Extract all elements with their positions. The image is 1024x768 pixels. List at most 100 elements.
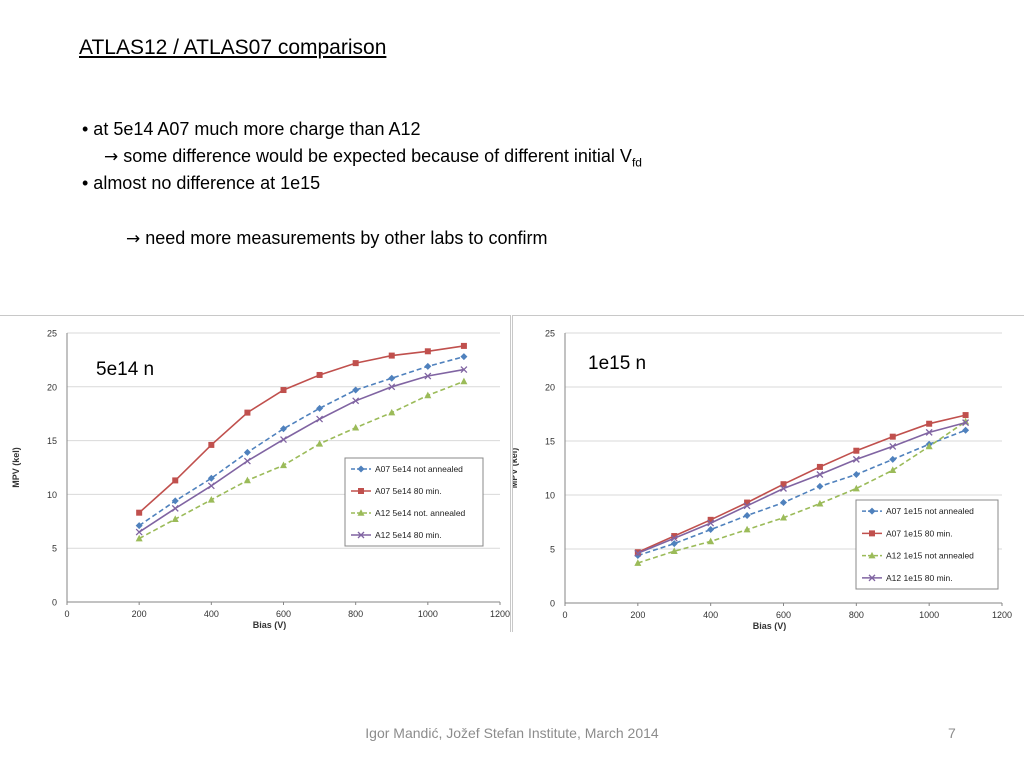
series-3 — [634, 417, 970, 566]
y-tick-label: 0 — [52, 598, 57, 608]
chart-5e14-panel: 0 5 10 15 20 25 0 200 400 600 800 1000 1200 Bias (V) M… — [0, 315, 511, 632]
data-point — [280, 461, 287, 469]
subscript-fd: fd — [631, 155, 642, 170]
legend: A07 1e15 not annealed A07 1e15 80 min. A12… — [855, 499, 999, 590]
data-point — [634, 549, 642, 557]
data-point — [743, 525, 751, 533]
data-point — [207, 495, 215, 503]
chart-5e14: 0 5 10 15 20 25 0 200 400 600 800 1000 1200 Bias (V) M… — [11, 329, 510, 631]
x-axis-title: Bias (V) — [253, 620, 287, 630]
data-point — [780, 485, 787, 492]
data-point — [707, 516, 714, 523]
x-tick-label: 800 — [849, 610, 864, 620]
x-tick-label: 0 — [562, 610, 567, 620]
series-line — [138, 368, 465, 533]
data-point — [743, 512, 751, 520]
legend-marker — [869, 530, 875, 537]
data-point — [171, 497, 179, 505]
data-point — [135, 528, 143, 536]
data-point — [244, 409, 251, 416]
data-point — [424, 362, 432, 370]
y-tick-label: 20 — [47, 382, 57, 392]
data-point — [670, 540, 678, 548]
y-tick-label: 20 — [545, 383, 555, 393]
data-point — [670, 534, 678, 542]
data-point — [243, 457, 251, 465]
bullet-conclusion-text: need more measurements by other labs to … — [145, 228, 548, 248]
x-tick-label: 800 — [348, 609, 363, 619]
data-point — [280, 387, 287, 394]
legend-entry: A07 5e14 not annealed — [375, 464, 463, 474]
bullet-item: • almost no difference at 1e15 — [82, 173, 321, 193]
data-point — [962, 426, 970, 434]
data-point — [424, 348, 431, 355]
data-point — [207, 482, 215, 490]
data-point — [780, 513, 787, 521]
series-2 — [634, 412, 969, 556]
data-point — [316, 404, 324, 412]
data-point — [925, 428, 933, 436]
data-point — [707, 526, 715, 534]
x-tick-label: 1200 — [490, 609, 510, 619]
chart-1e15-panel: 0 5 10 15 20 25 0 200 400 600 800 1000 1200 Bias (V) M… — [512, 315, 1024, 632]
series-line — [637, 429, 966, 557]
data-point — [171, 504, 179, 512]
data-point — [707, 537, 715, 545]
y-tick-label: 5 — [52, 544, 57, 554]
data-point — [816, 482, 824, 490]
data-point — [171, 515, 179, 522]
footer: Igor Mandić, Jožef Stefan Institute, Mar… — [365, 725, 659, 741]
data-point — [889, 442, 897, 450]
data-point — [853, 447, 860, 454]
x-tick-label: 600 — [276, 609, 291, 619]
legend-entry: A07 1e15 not annealed — [886, 506, 974, 516]
legend-entry: A12 1e15 not annealed — [886, 551, 974, 561]
bullet-subitem: → some difference would be expected beca… — [82, 143, 642, 170]
data-point — [889, 466, 897, 473]
legend-entry: A12 5e14 not. annealed — [375, 508, 466, 518]
bullet-conclusion: → need more measurements by other labs t… — [82, 225, 642, 252]
data-point — [889, 455, 897, 463]
series-1 — [135, 353, 468, 530]
data-point — [243, 476, 251, 484]
data-point — [352, 386, 360, 394]
data-point — [962, 419, 970, 427]
data-point — [388, 408, 396, 416]
data-point — [852, 470, 860, 478]
legend-entry: A12 1e15 80 min. — [886, 573, 953, 583]
x-tick-label: 1000 — [418, 609, 438, 619]
data-point — [316, 371, 323, 378]
data-point — [424, 372, 432, 380]
data-point — [352, 423, 360, 431]
series-3 — [135, 377, 468, 542]
data-point — [460, 377, 468, 385]
x-tick-label: 200 — [630, 610, 645, 620]
legend-marker — [868, 507, 876, 515]
data-point — [352, 360, 359, 367]
bullet-list: • at 5e14 A07 much more charge than A12 … — [82, 116, 642, 252]
arrow-right-icon: → — [126, 229, 141, 249]
x-tick-label: 200 — [132, 609, 147, 619]
data-point — [962, 412, 969, 419]
legend-box — [855, 499, 999, 590]
data-point — [816, 499, 824, 507]
series-4 — [135, 366, 468, 536]
data-point — [460, 342, 467, 349]
chart-annotation: 1e15 n — [588, 353, 646, 374]
data-point — [316, 440, 324, 447]
data-point — [707, 519, 715, 527]
bullet-subitem-text: some difference would be expected becaus… — [123, 146, 632, 166]
data-point — [136, 509, 143, 516]
legend-marker — [357, 509, 365, 516]
y-tick-label: 0 — [550, 599, 555, 609]
data-point — [816, 471, 824, 478]
y-axis-title: MPV (kel) — [513, 448, 519, 489]
legend-marker — [868, 574, 876, 582]
series-2 — [136, 342, 467, 516]
legend-entry: A12 5e14 80 min. — [375, 530, 442, 540]
y-tick-label: 5 — [550, 545, 555, 555]
y-tick-label: 10 — [47, 490, 57, 500]
data-point — [135, 522, 143, 530]
data-point — [852, 484, 860, 492]
chart-1e15: 0 5 10 15 20 25 0 200 400 600 800 1000 1200 Bias (V) M… — [513, 329, 1012, 632]
